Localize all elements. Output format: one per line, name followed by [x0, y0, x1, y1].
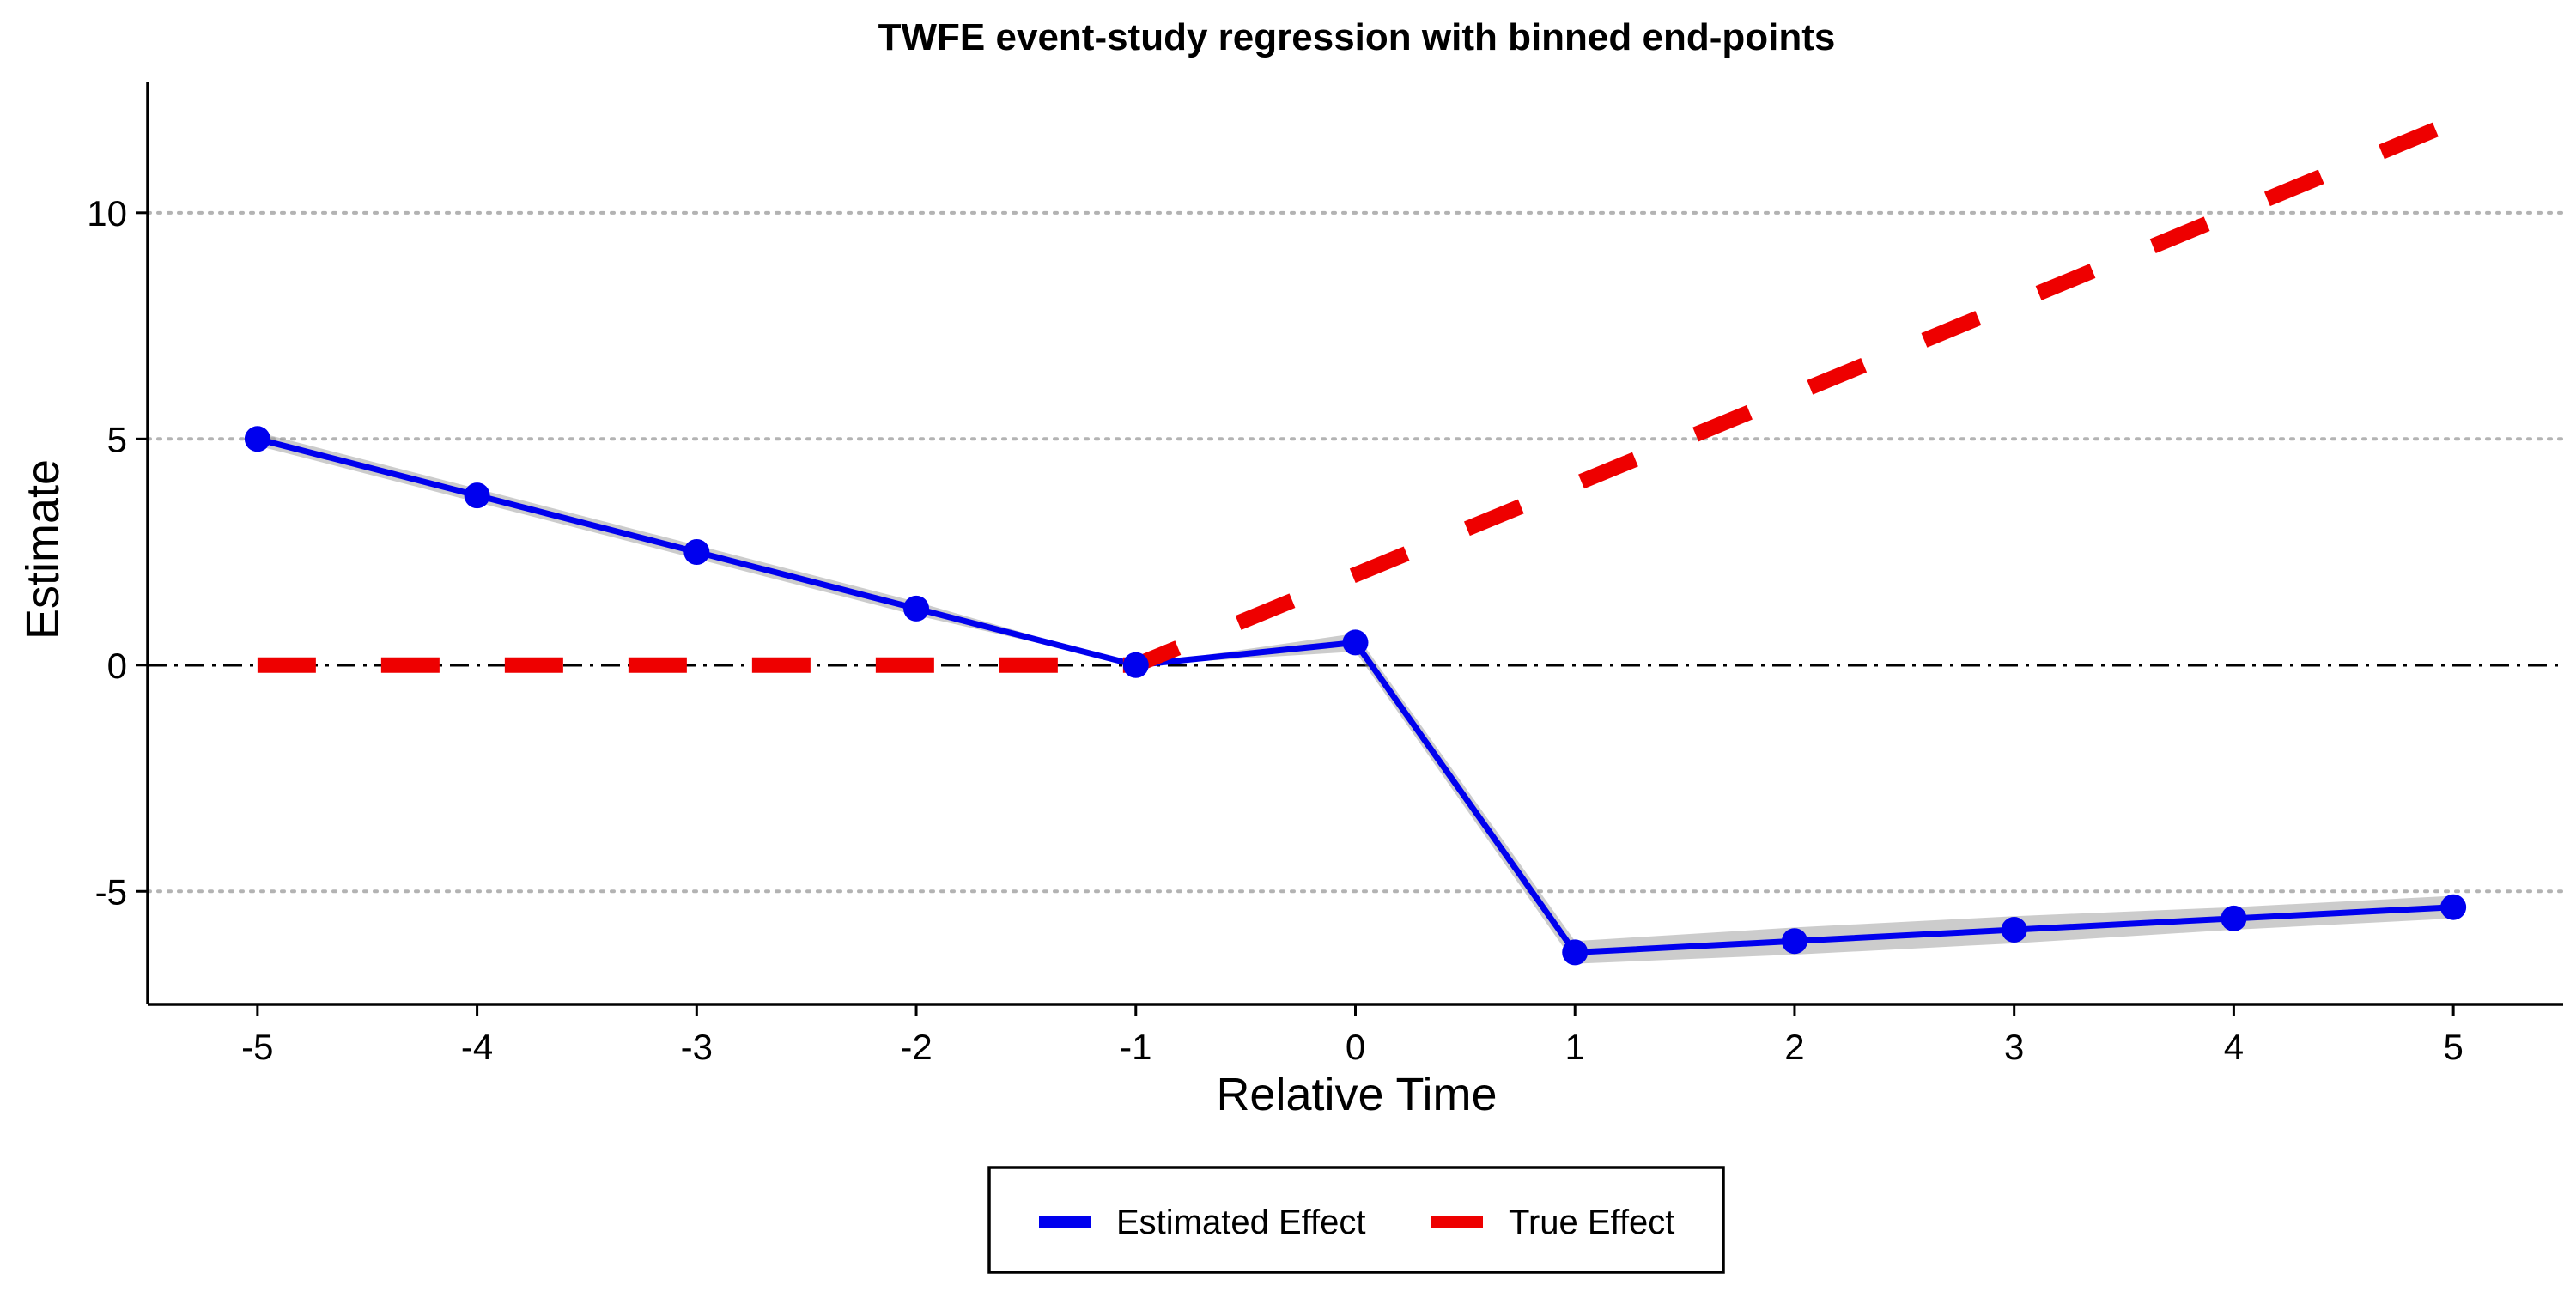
confidence-band: [257, 432, 2454, 964]
x-axis-title: Relative Time: [1216, 1069, 1497, 1120]
estimate-point: [1342, 629, 1369, 656]
estimated-effect-line: [256, 435, 2454, 955]
estimate-point: [683, 539, 710, 566]
legend-label-true: True Effect: [1509, 1204, 1674, 1241]
legend: Estimated Effect True Effect: [987, 1166, 1725, 1274]
x-tick-label: -3: [681, 1027, 713, 1067]
estimate-point: [244, 426, 270, 452]
legend-label-estimated: Estimated Effect: [1116, 1204, 1366, 1241]
x-tick-label: -4: [461, 1027, 493, 1067]
x-tick-label: 5: [2443, 1027, 2463, 1067]
estimate-point: [1562, 939, 1589, 966]
x-tick-label: 3: [2004, 1027, 2024, 1067]
estimate-point: [464, 482, 490, 509]
y-tick-label: 0: [107, 646, 127, 686]
y-axis-title: Estimate: [17, 459, 69, 640]
y-tick-label: -5: [95, 871, 127, 912]
x-tick-label: 1: [1565, 1027, 1585, 1067]
x-tick-label: -2: [900, 1027, 932, 1067]
legend-box: [987, 1166, 1725, 1274]
estimate-point: [2221, 905, 2247, 931]
estimate-point: [2001, 917, 2027, 943]
x-tick-label: 2: [1784, 1027, 1804, 1067]
x-tick-label: -1: [1120, 1027, 1151, 1067]
chart-title: TWFE event-study regression with binned …: [878, 16, 1836, 58]
estimate-point: [1781, 928, 1807, 955]
estimate-point: [903, 595, 930, 622]
y-tick-label: 5: [107, 419, 127, 459]
true-effect-line: [257, 115, 2457, 673]
x-tick-label: 0: [1346, 1027, 1365, 1067]
estimate-point: [1122, 652, 1149, 678]
y-tick-label: 10: [87, 193, 127, 234]
estimate-point: [2440, 894, 2467, 920]
x-tick-label: 4: [2224, 1027, 2244, 1067]
x-tick-label: -5: [241, 1027, 273, 1067]
